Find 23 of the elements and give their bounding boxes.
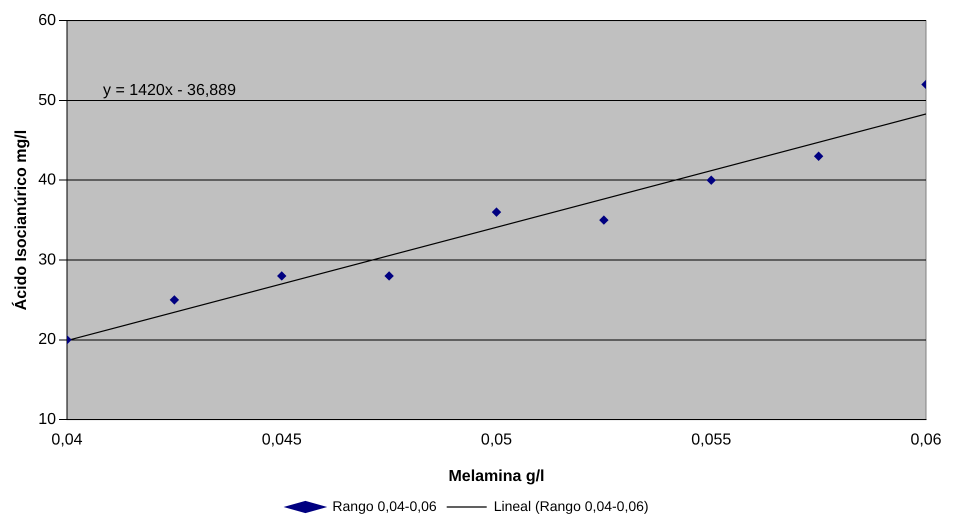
y-tick-label: 50 xyxy=(38,92,56,109)
x-tick-label: 0,045 xyxy=(262,432,302,449)
y-tick-label: 40 xyxy=(38,172,56,189)
point xyxy=(492,208,501,217)
point xyxy=(384,271,394,280)
annotation: y = 1420x - 36,889 xyxy=(102,82,236,100)
x-tick-label: 0,06 xyxy=(910,432,942,449)
point xyxy=(599,216,608,225)
y-axis-title: Ácido Isocianúrico mg/l xyxy=(11,130,30,310)
point xyxy=(814,152,824,161)
y-tick-label: 10 xyxy=(38,411,56,428)
y-tick-label: 30 xyxy=(38,251,56,268)
x-tick-label: 0,05 xyxy=(480,432,512,449)
point xyxy=(170,295,179,304)
y-tick-label: 20 xyxy=(38,331,56,348)
x-axis-title: Melamina g/l xyxy=(448,468,545,485)
point xyxy=(277,271,286,280)
legend-label: Rango 0,04-0,06 xyxy=(332,498,437,514)
legend-label: Lineal (Rango 0,04-0,06) xyxy=(494,498,649,514)
x-tick-label: 0,055 xyxy=(691,432,732,449)
point xyxy=(706,176,716,185)
x-tick-label: 0,04 xyxy=(51,432,83,449)
y-tick-label: 60 xyxy=(38,12,56,30)
